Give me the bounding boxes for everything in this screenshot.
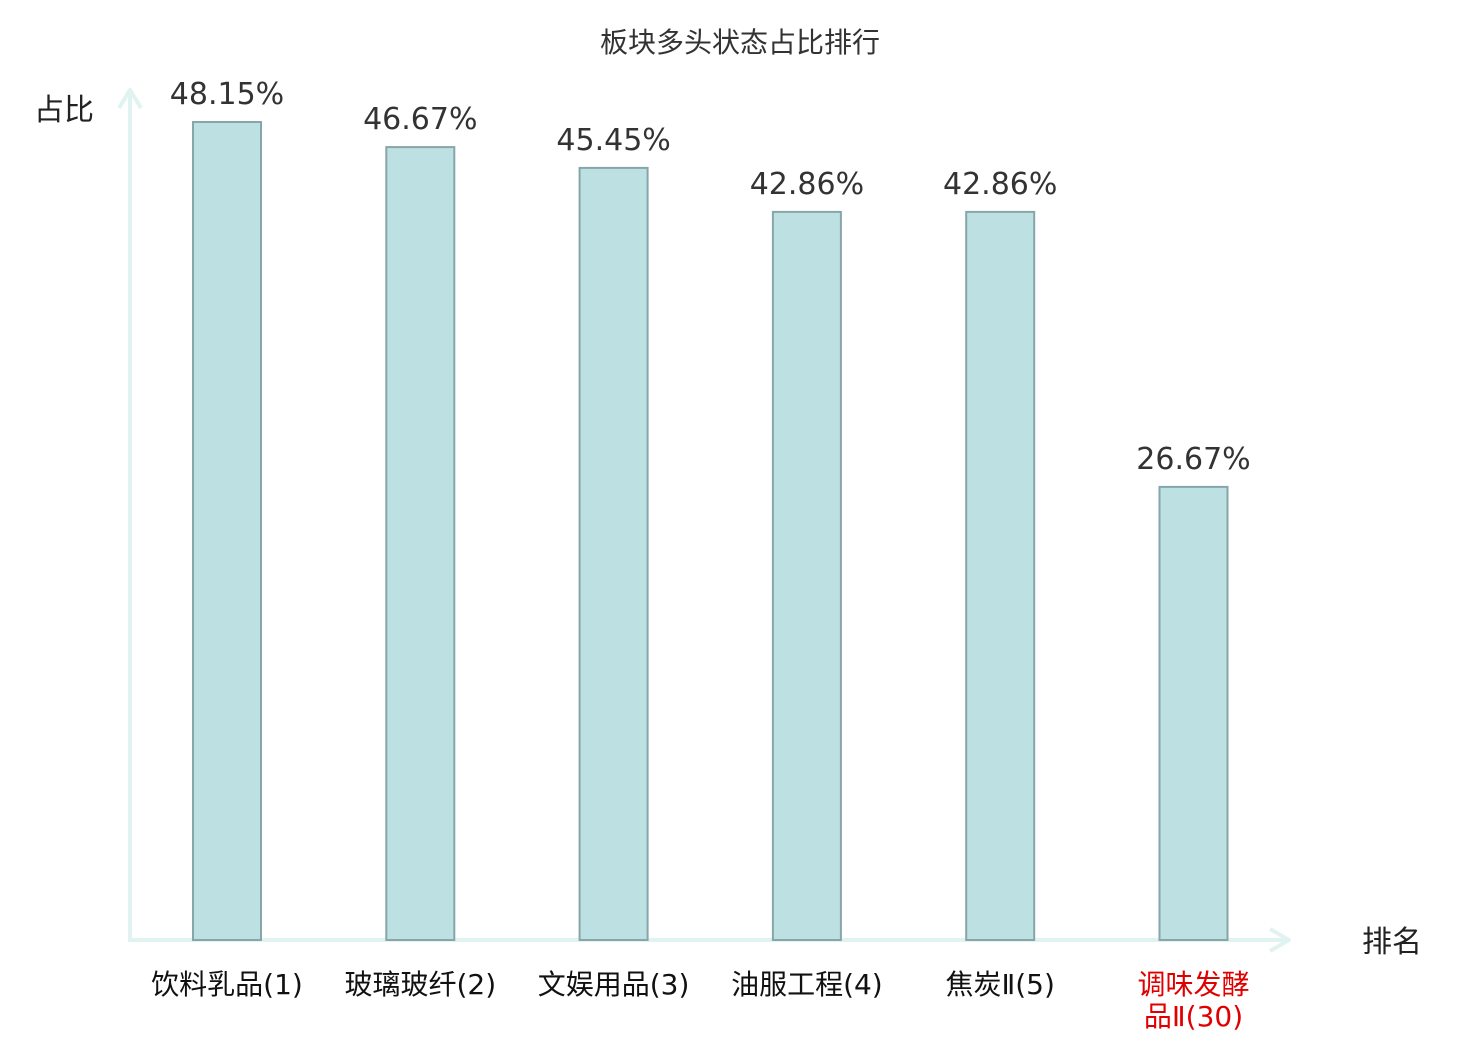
x-axis-label: 排名 [1362,925,1422,960]
category-tick-label: 品Ⅱ(30) [1144,1000,1243,1033]
y-axis-arrow [117,88,143,110]
bar-value-label: 48.15% [170,77,284,112]
bar [965,210,1036,941]
category-tick-label: 油服工程(4) [731,968,883,1001]
category-tick-label: 调味发酵 [1137,968,1249,1001]
y-axis-label: 占比 [34,93,94,128]
bar [192,121,262,941]
bar [771,210,842,941]
bar-value-label: 26.67% [1136,442,1250,477]
bar [578,166,649,941]
bar-value-label: 45.45% [556,123,670,158]
bar [385,146,456,942]
category-tick-label: 文娱用品(3) [538,968,690,1001]
category-tick-label: 焦炭Ⅱ(5) [945,968,1054,1001]
bars-group [192,121,1229,942]
value-labels-group: 48.15% 46.67% 45.45% 42.86% 42.86% 26.67% [170,77,1251,477]
category-labels-group: 饮料乳品(1) 玻璃玻纤(2) 文娱用品(3) 油服工程(4) 焦炭Ⅱ(5) 调味发酵品Ⅱ… [151,968,1249,1033]
axes [117,88,1291,953]
bar-value-label: 46.67% [363,102,477,137]
x-axis-arrow [1268,927,1291,953]
chart-title: 板块多头状态占比排行 [600,26,880,59]
category-tick-label: 饮料乳品(1) [151,968,303,1001]
bar-value-label: 42.86% [943,167,1057,202]
category-tick-label: 玻璃玻纤(2) [344,968,496,1001]
bar-value-label: 42.86% [750,167,864,202]
bar [1158,485,1229,941]
